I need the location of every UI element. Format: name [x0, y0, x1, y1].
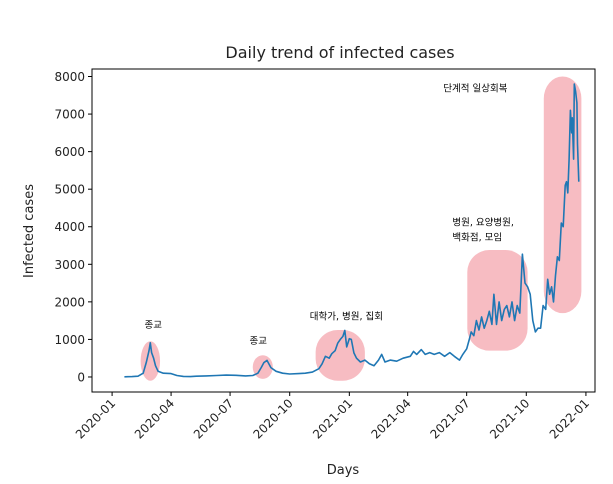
x-tick-label: 2020-10	[250, 396, 295, 441]
series-line-group	[124, 83, 580, 378]
y-tick-label: 7000	[54, 108, 85, 122]
y-tick-label: 0	[77, 370, 85, 384]
x-tick-label: 2021-01	[310, 396, 355, 441]
chart-title: Daily trend of infected cases	[225, 43, 454, 62]
annotation-label: 종교	[145, 320, 163, 331]
annotation-label: 종교	[250, 336, 268, 347]
highlight-region-5	[543, 76, 582, 314]
series-line-1	[124, 83, 580, 378]
highlight-regions	[140, 76, 582, 381]
y-tick-label: 2000	[54, 295, 85, 309]
annotation-label: 대학가, 병원, 집회	[310, 311, 383, 323]
x-tick-label: 2020-01	[73, 396, 118, 441]
annotation-label: 단계적 일상회복	[443, 83, 507, 95]
plot-frame	[91, 68, 596, 393]
highlight-region-3	[315, 330, 365, 381]
y-tick-label: 3000	[54, 258, 85, 272]
x-tick-label: 2020-04	[132, 396, 177, 441]
x-tick-label: 2020-07	[191, 396, 236, 441]
annotation-label: 백화점, 모임	[452, 231, 502, 243]
x-axis-label: Days	[327, 463, 360, 478]
x-tick-label: 2021-07	[427, 396, 472, 441]
y-axis-label: Infected cases	[22, 184, 37, 278]
x-tick-label: 2022-01	[547, 396, 592, 441]
y-tick-label: 5000	[54, 183, 85, 197]
y-axis-ticks: 0 1000 2000 3000 4000 5000 6000 7000 8000	[54, 70, 92, 384]
y-tick-label: 6000	[54, 145, 85, 159]
y-tick-label: 8000	[54, 70, 85, 84]
x-axis-ticks: 2020-01 2020-04 2020-07 2020-10 2021-01 2021-…	[73, 392, 592, 442]
highlight-region-1	[140, 341, 161, 381]
x-tick-label: 2021-10	[487, 396, 532, 441]
annotation-label: 병원, 요양병원,	[452, 218, 514, 229]
y-tick-label: 1000	[54, 333, 85, 347]
y-tick-label: 4000	[54, 220, 85, 234]
highlight-region-4	[467, 250, 528, 351]
x-tick-label: 2021-04	[368, 396, 413, 441]
